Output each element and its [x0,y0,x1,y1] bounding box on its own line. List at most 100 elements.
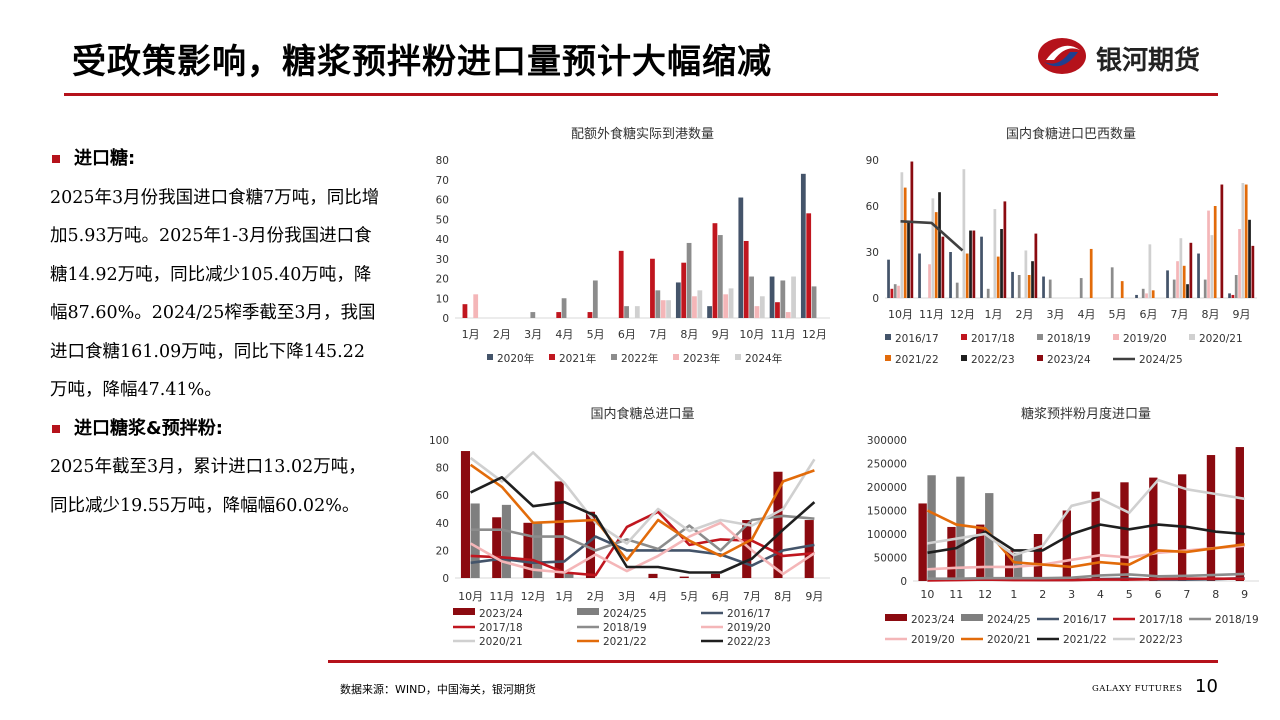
bar-2022年 [717,235,723,318]
y-tick-label: 0 [442,573,449,585]
y-tick-label: 250000 [867,459,907,471]
y-tick-label: 0 [900,576,907,588]
bar-2020-21 [1241,183,1245,298]
bar-2016-17 [1166,270,1169,298]
page-number: 10 [1195,676,1218,697]
heading-text: 进口糖: [74,148,136,169]
series-line-2018-19 [927,572,1245,580]
bar-2021年 [806,213,812,318]
legend-label: 2023年 [683,352,720,365]
y-tick-label: 10 [436,293,449,305]
legend-label: 2022年 [621,352,658,365]
bar-2018-19 [893,284,897,298]
x-tick-label: 10月 [888,308,913,321]
bar-2020年 [707,306,712,318]
bar-2024年 [634,306,640,318]
bar-2019-20 [928,264,931,298]
footer-brand: GALAXY FUTURES [1092,684,1183,694]
bullet-square-icon [52,424,60,433]
bar-2021年 [650,258,655,318]
x-tick-label: 8月 [774,590,792,603]
x-tick-label: 10月 [458,590,483,603]
bar-2016-17 [1135,294,1138,298]
x-tick-label: 12月 [802,328,827,341]
bar-2023-24 [1220,184,1224,298]
chart-brazil-sugar-imports: 国内食糖进口巴西数量 0 30 60 90 10月 11月 12月 1月 2月 3月 4月 5月 6月 7月… [866,126,1257,366]
bar-2023-24 [648,573,658,578]
bar-2021-22 [1120,281,1124,298]
legend-label: 2024年 [745,352,782,365]
bar-2024年 [728,288,734,318]
legend-swatch [1037,355,1043,361]
text-panel: 进口糖: 2025年3月份我国进口食糖7万吨，同比增加5.93万吨。2025年1… [50,140,380,525]
bar-2021-22 [1244,184,1248,298]
x-tick-label: 11月 [489,590,514,603]
bar-2018-19 [1141,288,1145,298]
series-line-2021-22 [469,463,815,562]
x-tick-label: 10 [920,588,934,601]
legend-label: 2021年 [559,352,596,365]
bar-2023-24 [773,471,783,578]
legend-label: 2024/25 [603,608,647,620]
x-tick-label: 4月 [1078,308,1096,321]
x-tick-label: 1月 [462,328,480,341]
bar-2024-25 [956,476,965,581]
bar-2017-18 [890,288,894,298]
bar-2023年 [723,294,729,318]
series-line-2018-19 [470,514,815,552]
legend-label: 2018/19 [1215,614,1259,626]
x-tick-label: 9 [1241,588,1248,601]
bar-2021-22 [934,212,938,298]
bar-2023-24 [947,526,956,581]
bar-2020-21 [1210,235,1214,298]
series-line-2017-18 [927,577,1245,582]
legend-label: 2023/24 [911,614,955,626]
bar-2021年 [587,312,593,318]
bar-2023-24 [554,481,564,578]
legend-label: 2022/23 [1139,634,1183,646]
bar-2019-20 [1145,293,1148,298]
bar-2024-25 [501,504,511,578]
series-line-2022-23 [470,476,816,574]
x-tick-label: 5月 [587,328,605,341]
legend-label: 2016/17 [727,608,771,620]
y-tick-label: 0 [442,313,449,325]
bar-2023-24 [1003,201,1007,298]
bar-2021-22 [1151,290,1155,298]
heading-text: 进口糖浆&预拌粉: [74,417,223,439]
y-tick-label: 50000 [874,553,907,565]
legend-swatch [487,354,493,360]
series-line-2020-21 [926,509,1245,569]
bar-2020年 [800,173,806,318]
x-tick-label: 2月 [493,328,511,341]
bar-2016-17 [1228,293,1231,298]
x-tick-label: 3月 [1047,308,1065,321]
bar-2021-22 [1089,248,1093,298]
bar-2023-24 [1033,534,1043,581]
bar-2016-17 [949,252,952,298]
x-tick-label: 9月 [1233,308,1251,321]
y-tick-label: 0 [872,293,879,305]
x-tick-label: 7月 [649,328,667,341]
bar-2022年 [530,312,536,318]
x-tick-label: 1 [1010,588,1017,601]
bar-2022-23 [1248,219,1251,298]
x-tick-label: 8月 [1202,308,1220,321]
bar-2019-20 [897,285,900,298]
section-heading-syrup-premix: 进口糖浆&预拌粉: [50,410,380,449]
bar-2020-21 [900,172,904,298]
bar-2018-19 [1203,279,1207,298]
chart-title: 糖浆预拌粉月度进口量 [1021,406,1151,422]
bar-2021年 [712,223,718,318]
x-tick-label: 1月 [555,590,573,603]
x-tick-label: 2 [1039,588,1046,601]
x-tick-label: 3月 [524,328,542,341]
bar-2019-20 [1176,261,1179,298]
legend-label: 2019/20 [911,634,955,646]
y-tick-label: 90 [866,155,879,167]
x-tick-label: 11 [949,588,963,601]
page-title: 受政策影响，糖浆预拌粉进口量预计大幅缩减 [72,42,772,82]
x-tick-label: 10月 [739,328,764,341]
legend-swatch [885,334,891,340]
legend-label: 2019/20 [727,622,771,634]
